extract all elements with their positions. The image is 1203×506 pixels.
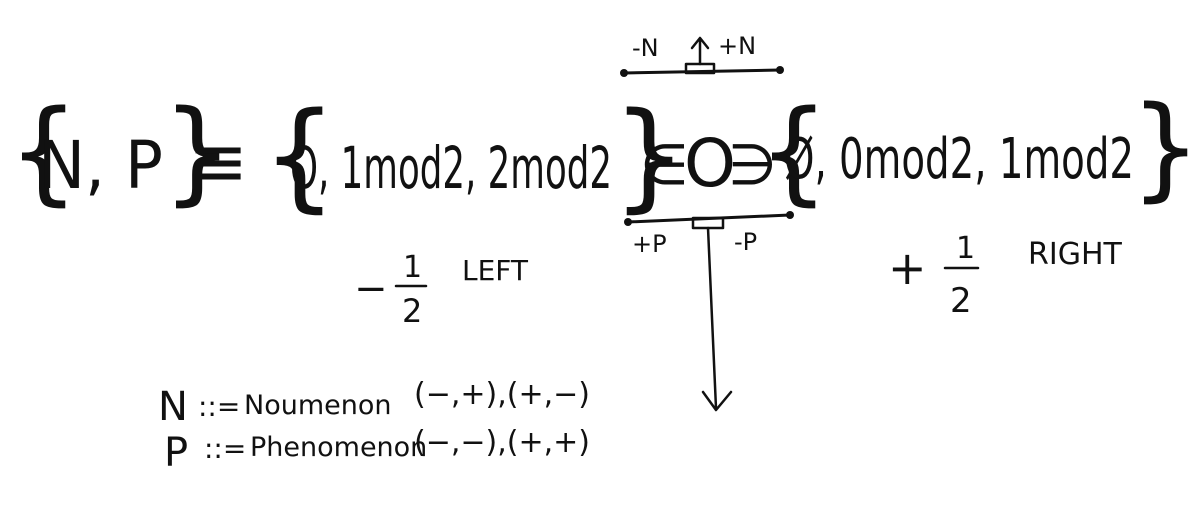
bottom-bar-left-dot <box>624 218 632 226</box>
left-denominator: 2 <box>402 292 422 330</box>
top-bar: -N +N <box>620 32 784 77</box>
left-sign: − <box>354 266 388 312</box>
center-o: O <box>684 125 736 202</box>
right-set-brace-open: { <box>758 87 829 217</box>
right-set-elements: Ø, 0mod2, 1mod2 <box>784 127 1134 192</box>
top-bar-left-dot <box>620 69 628 77</box>
definition-n: N ::= Noumenon (−,+),(+,−) <box>158 377 590 430</box>
top-bar-right-dot <box>776 66 784 74</box>
definition-p: P ::= Phenomenon (−,−),(+,+) <box>164 425 590 476</box>
lhs-group: { N, P } <box>8 87 233 217</box>
top-bar-line <box>622 68 782 75</box>
contains-symbol: ∋ <box>728 133 777 198</box>
def-n-symbol: N <box>158 384 188 430</box>
lhs-brace-close: } <box>162 87 233 217</box>
def-n-pairs: (−,+),(+,−) <box>414 377 590 412</box>
element-of-symbol: ∈ <box>640 133 689 198</box>
lhs-set: N, P <box>38 127 163 204</box>
def-p-symbol: P <box>164 430 188 476</box>
right-sign: + <box>888 241 927 295</box>
def-n-assign: ::= <box>198 390 240 423</box>
def-p-assign: ::= <box>204 432 246 465</box>
down-arrow-icon <box>701 226 733 412</box>
left-set-group: { O, 1mod2, 2mod2 } <box>262 86 687 224</box>
right-fraction-group: + 1 2 RIGHT <box>888 231 1122 321</box>
def-n-text: Noumenon <box>244 390 392 421</box>
up-arrow-icon <box>690 36 710 66</box>
top-bar-plus-label: +N <box>718 32 756 60</box>
left-label: LEFT <box>462 254 529 287</box>
def-p-pairs: (−,−),(+,+) <box>414 425 590 460</box>
def-p-text: Phenomenon <box>250 432 427 463</box>
equivalence-sign: ≡ <box>188 119 248 203</box>
bottom-bar-plus-label: +P <box>632 230 667 258</box>
left-set-elements: O, 1mod2, 2mod2 <box>290 134 612 202</box>
left-fraction-group: − 1 2 LEFT <box>354 250 529 330</box>
left-numerator: 1 <box>403 250 422 285</box>
right-denominator: 2 <box>950 281 972 321</box>
right-set-group: { Ø, 0mod2, 1mod2 } <box>758 83 1201 217</box>
left-set-brace-open: { <box>262 86 337 224</box>
top-bar-minus-label: -N <box>632 34 659 62</box>
bottom-bar-minus-label: -P <box>734 228 757 256</box>
bottom-bar: +P -P <box>624 211 794 412</box>
bottom-bar-right-dot <box>786 211 794 219</box>
left-set-brace-close: } <box>612 86 687 224</box>
lhs-brace-open: { <box>8 87 79 217</box>
right-numerator: 1 <box>956 231 975 266</box>
right-label: RIGHT <box>1028 237 1122 272</box>
right-set-brace-close: } <box>1130 83 1201 213</box>
